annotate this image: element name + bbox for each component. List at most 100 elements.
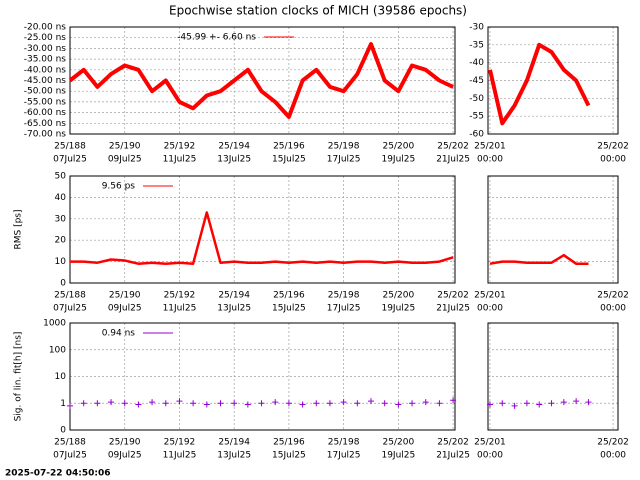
x-tick-date: 00:00	[600, 451, 626, 461]
x-tick-date: 21Jul25	[436, 451, 470, 461]
x-tick-date: 00:00	[477, 451, 503, 461]
x-tick-label: 25/190	[109, 142, 141, 152]
y-tick-label: 50	[55, 172, 67, 182]
y-tick-label: -55	[469, 112, 484, 122]
data-point	[231, 400, 238, 407]
x-tick-date: 07Jul25	[53, 155, 87, 165]
x-tick-date: 00:00	[600, 155, 626, 165]
data-point	[523, 400, 530, 407]
y-tick-label: -60	[469, 130, 484, 140]
x-tick-date: 17Jul25	[327, 451, 361, 461]
y-tick-label: -50	[469, 94, 484, 104]
data-point	[272, 399, 279, 406]
y-tick-label: 0	[60, 426, 66, 436]
x-tick-label: 25/201	[474, 142, 506, 152]
data-point	[176, 398, 183, 405]
data-point	[381, 400, 388, 407]
y-tick-label: 0	[60, 279, 66, 289]
y-tick-label: 30	[55, 214, 67, 224]
x-tick-label: 25/198	[328, 142, 360, 152]
data-point	[450, 397, 457, 404]
data-line	[489, 253, 589, 265]
x-tick-date: 17Jul25	[327, 304, 361, 314]
plot-frame	[487, 175, 619, 284]
data-point	[313, 400, 320, 407]
x-tick-label: 25/192	[164, 291, 196, 301]
y-tick-label: 40	[55, 193, 67, 203]
x-tick-date: 15Jul25	[272, 304, 306, 314]
legend-label: 0.94 ns	[102, 329, 136, 339]
data-point	[203, 401, 210, 408]
x-tick-label: 25/188	[54, 142, 86, 152]
y-tick-label: -45	[469, 76, 484, 86]
x-tick-date: 15Jul25	[272, 451, 306, 461]
data-point	[285, 400, 292, 407]
data-point	[244, 401, 251, 408]
x-tick-label: 25/200	[383, 291, 415, 301]
x-tick-date: 13Jul25	[217, 304, 251, 314]
data-point	[354, 400, 361, 407]
x-tick-date: 07Jul25	[53, 451, 87, 461]
x-tick-label: 25/188	[54, 438, 86, 448]
data-point	[326, 400, 333, 407]
y-tick-label: -20.00 ns	[24, 23, 67, 33]
y-tick-label: -30	[469, 23, 484, 33]
data-point	[80, 400, 87, 407]
data-point	[560, 399, 567, 406]
x-tick-label: 25/198	[328, 291, 360, 301]
x-tick-date: 13Jul25	[217, 451, 251, 461]
y-axis-label: RMS [ps]	[14, 209, 24, 249]
y-tick-label: -50.00 ns	[24, 87, 67, 97]
data-point	[395, 401, 402, 408]
data-point	[340, 399, 347, 406]
y-tick-label: 1	[60, 399, 66, 409]
x-tick-label: 25/192	[164, 142, 196, 152]
x-tick-label: 25/196	[273, 291, 305, 301]
data-point	[511, 402, 518, 409]
y-tick-label: -30.00 ns	[24, 44, 67, 54]
data-point	[94, 400, 101, 407]
plot-frame	[487, 322, 619, 431]
y-tick-label: -45.00 ns	[24, 76, 67, 86]
x-tick-date: 13Jul25	[217, 155, 251, 165]
y-tick-label: 1000	[43, 319, 66, 329]
y-tick-label: -40.00 ns	[24, 65, 67, 75]
x-tick-date: 21Jul25	[436, 304, 470, 314]
data-point	[486, 401, 493, 408]
x-tick-label: 25/188	[54, 291, 86, 301]
data-point	[367, 398, 374, 405]
x-tick-label: 25/196	[273, 438, 305, 448]
timestamp: 2025-07-22 04:50:06	[5, 469, 110, 479]
x-tick-label: 25/194	[218, 142, 250, 152]
legend-label: 9.56 ps	[102, 182, 136, 192]
x-tick-label: 25/200	[383, 438, 415, 448]
y-tick-label: 10	[55, 372, 67, 382]
x-tick-date: 11Jul25	[163, 451, 197, 461]
data-point	[585, 399, 592, 406]
data-line	[488, 42, 591, 126]
x-tick-label: 25/202	[597, 438, 629, 448]
x-tick-label: 25/190	[109, 291, 141, 301]
x-tick-label: 25/202	[437, 438, 469, 448]
data-point	[422, 399, 429, 406]
data-point	[536, 401, 543, 408]
legend-label: -45.99 +- 6.60 ns	[177, 33, 256, 43]
x-tick-date: 00:00	[477, 155, 503, 165]
data-point	[67, 402, 73, 409]
x-tick-label: 25/202	[597, 291, 629, 301]
data-point	[499, 400, 506, 407]
x-tick-date: 00:00	[477, 304, 503, 314]
y-tick-label: 10	[55, 257, 67, 267]
data-point	[162, 400, 169, 407]
x-tick-label: 25/201	[474, 291, 506, 301]
y-tick-label: -35.00 ns	[24, 55, 67, 65]
x-tick-date: 11Jul25	[163, 155, 197, 165]
x-tick-date: 09Jul25	[108, 304, 142, 314]
page-title: Epochwise station clocks of MICH (39586 …	[169, 4, 467, 18]
x-tick-date: 19Jul25	[381, 155, 415, 165]
x-tick-label: 25/196	[273, 142, 305, 152]
y-tick-label: -35	[469, 40, 484, 50]
x-tick-label: 25/201	[474, 438, 506, 448]
x-tick-date: 15Jul25	[272, 155, 306, 165]
